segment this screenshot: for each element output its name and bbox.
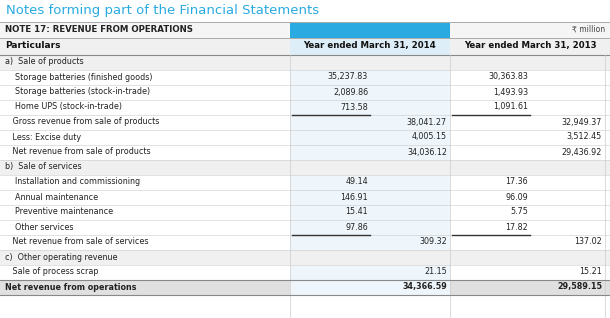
Bar <box>0 190 610 205</box>
Text: Net revenue from sale of products: Net revenue from sale of products <box>5 148 151 156</box>
Bar <box>0 280 610 295</box>
Text: 96.09: 96.09 <box>505 192 528 202</box>
Bar <box>290 175 450 190</box>
Text: Sale of process scrap: Sale of process scrap <box>5 267 98 276</box>
Text: Less: Excise duty: Less: Excise duty <box>5 133 81 142</box>
Bar <box>0 115 610 130</box>
Bar <box>0 38 610 55</box>
Text: 35,237.83: 35,237.83 <box>328 73 368 81</box>
Text: Preventive maintenance: Preventive maintenance <box>5 208 113 217</box>
Bar <box>290 85 450 100</box>
Bar <box>0 145 610 160</box>
Bar <box>290 145 450 160</box>
Bar <box>0 205 610 220</box>
Bar <box>290 70 450 85</box>
Text: 21.15: 21.15 <box>424 267 447 276</box>
Text: Installation and commissioning: Installation and commissioning <box>5 177 140 186</box>
Text: 30,363.83: 30,363.83 <box>488 73 528 81</box>
Bar <box>290 265 450 280</box>
Text: Notes forming part of the Financial Statements: Notes forming part of the Financial Stat… <box>6 4 319 17</box>
Text: 15.41: 15.41 <box>345 208 368 217</box>
Text: Storage batteries (stock-in-trade): Storage batteries (stock-in-trade) <box>5 87 150 96</box>
Bar <box>290 235 450 250</box>
Text: Particulars: Particulars <box>5 41 60 50</box>
Text: 34,036.12: 34,036.12 <box>407 148 447 156</box>
Bar <box>290 205 450 220</box>
Text: ₹ million: ₹ million <box>572 24 605 33</box>
Bar <box>0 250 610 265</box>
Text: 1,091.61: 1,091.61 <box>493 102 528 112</box>
Text: Home UPS (stock-in-trade): Home UPS (stock-in-trade) <box>5 102 122 112</box>
Text: 49.14: 49.14 <box>345 177 368 186</box>
Bar <box>0 100 610 115</box>
Bar <box>0 130 610 145</box>
Text: 17.36: 17.36 <box>505 177 528 186</box>
Bar <box>0 265 610 280</box>
Bar <box>0 55 610 70</box>
Text: 5.75: 5.75 <box>510 208 528 217</box>
Bar <box>0 175 610 190</box>
Text: Annual maintenance: Annual maintenance <box>5 192 98 202</box>
Text: Gross revenue from sale of products: Gross revenue from sale of products <box>5 117 159 127</box>
Text: 713.58: 713.58 <box>340 102 368 112</box>
Text: 97.86: 97.86 <box>345 223 368 232</box>
Text: 2,089.86: 2,089.86 <box>333 87 368 96</box>
Text: b)  Sale of services: b) Sale of services <box>5 162 82 171</box>
Bar <box>0 220 610 235</box>
Text: Net revenue from sale of services: Net revenue from sale of services <box>5 238 148 246</box>
Bar <box>290 280 450 295</box>
Bar <box>290 115 450 130</box>
Bar <box>0 235 610 250</box>
Text: c)  Other operating revenue: c) Other operating revenue <box>5 252 118 261</box>
Text: 34,366.59: 34,366.59 <box>402 282 447 292</box>
Bar <box>0 70 610 85</box>
Text: a)  Sale of products: a) Sale of products <box>5 58 84 66</box>
Text: 146.91: 146.91 <box>340 192 368 202</box>
Text: 17.82: 17.82 <box>505 223 528 232</box>
Text: Year ended March 31, 2013: Year ended March 31, 2013 <box>464 41 597 50</box>
Text: 137.02: 137.02 <box>574 238 602 246</box>
Text: 309.32: 309.32 <box>419 238 447 246</box>
Text: Year ended March 31, 2014: Year ended March 31, 2014 <box>304 41 436 50</box>
Text: 15.21: 15.21 <box>580 267 602 276</box>
Bar <box>290 100 450 115</box>
Text: Net revenue from operations: Net revenue from operations <box>5 282 137 292</box>
Bar <box>290 130 450 145</box>
Text: 32,949.37: 32,949.37 <box>562 117 602 127</box>
Bar <box>290 22 450 38</box>
Text: NOTE 17: REVENUE FROM OPERATIONS: NOTE 17: REVENUE FROM OPERATIONS <box>5 24 193 33</box>
Text: 29,589.15: 29,589.15 <box>557 282 602 292</box>
Text: 29,436.92: 29,436.92 <box>562 148 602 156</box>
Text: Other services: Other services <box>5 223 73 232</box>
Bar <box>0 22 610 38</box>
Bar <box>0 160 610 175</box>
Text: 3,512.45: 3,512.45 <box>567 133 602 142</box>
Text: Storage batteries (finished goods): Storage batteries (finished goods) <box>5 73 152 81</box>
Bar <box>290 38 450 55</box>
Bar <box>0 85 610 100</box>
Bar <box>290 190 450 205</box>
Text: 1,493.93: 1,493.93 <box>493 87 528 96</box>
Text: 38,041.27: 38,041.27 <box>407 117 447 127</box>
Text: 4,005.15: 4,005.15 <box>412 133 447 142</box>
Bar <box>290 220 450 235</box>
